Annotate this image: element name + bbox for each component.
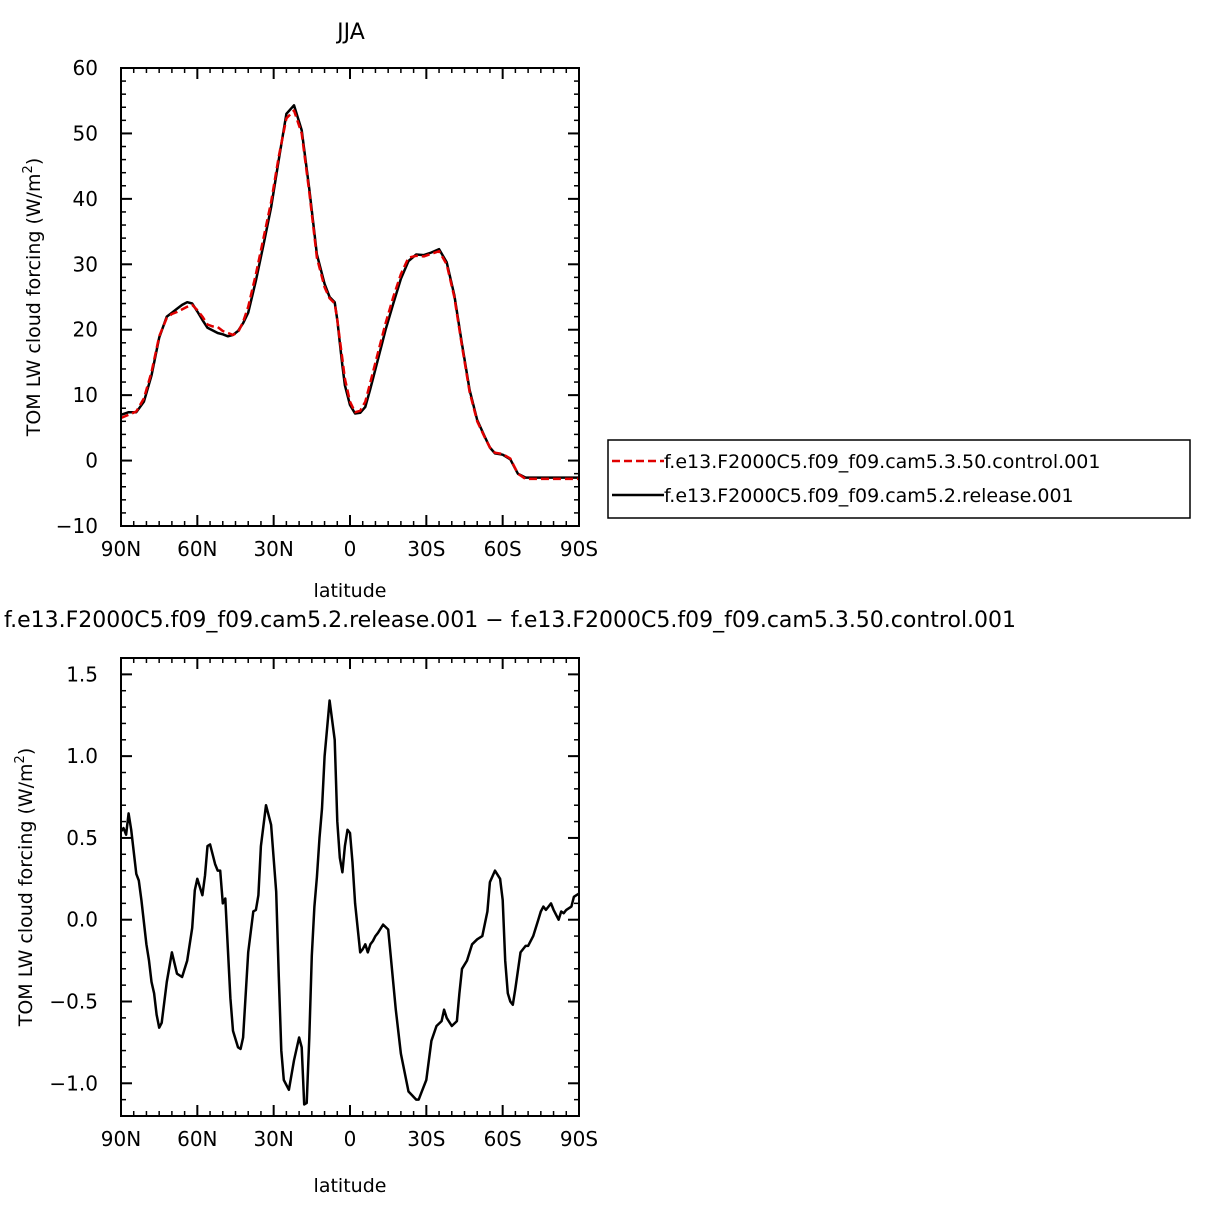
bottom-y-axis-label-main: TOM LW cloud forcing (W/m — [15, 763, 37, 1027]
top-chart-title: JJA — [335, 20, 365, 45]
top-series-line-0 — [120, 109, 579, 481]
bottom-x-tick-label: 0 — [344, 1127, 357, 1151]
bottom-y-tick-label: 1.0 — [66, 744, 98, 768]
top-y-tick-label: 0 — [85, 449, 98, 473]
legend: f.e13.F2000C5.f09_f09.cam5.3.50.control.… — [607, 439, 1191, 519]
bottom-y-axis-label-end: ) — [15, 748, 37, 755]
legend-label-control: f.e13.F2000C5.f09_f09.cam5.3.50.control.… — [664, 451, 1100, 473]
bottom-panel: f.e13.F2000C5.f09_f09.cam5.2.release.001… — [4, 608, 1016, 1197]
bottom-x-tick-label: 30S — [407, 1127, 445, 1151]
top-y-axis-label-end: ) — [23, 158, 45, 165]
top-x-tick-label: 30S — [407, 537, 445, 561]
bottom-chart-title: f.e13.F2000C5.f09_f09.cam5.2.release.001… — [4, 608, 1016, 633]
bottom-series-line-0 — [120, 699, 580, 1106]
top-y-tick-label: 40 — [73, 187, 98, 211]
top-x-tick-label: 90N — [101, 537, 141, 561]
bottom-y-tick-label: 0.5 — [66, 826, 98, 850]
legend-box — [607, 439, 1191, 519]
legend-label-release: f.e13.F2000C5.f09_f09.cam5.2.release.001 — [664, 485, 1074, 507]
top-x-tick-label: 90S — [560, 537, 598, 561]
top-y-tick-label: 60 — [73, 56, 98, 80]
top-y-tick-label: 20 — [73, 318, 98, 342]
top-plot-frame — [120, 67, 580, 527]
top-y-tick-label: 30 — [73, 252, 98, 276]
top-x-tick-label: 60N — [177, 537, 217, 561]
top-x-tick-label: 0 — [344, 537, 357, 561]
bottom-y-tick-label: −1.0 — [49, 1071, 98, 1095]
bottom-plot-frame — [120, 657, 580, 1117]
top-x-tick-label: 60S — [484, 537, 522, 561]
bottom-x-axis-label: latitude — [314, 1175, 387, 1197]
top-y-axis-label-sup: 2 — [21, 165, 36, 173]
bottom-y-axis-label: TOM LW cloud forcing (W/m2) — [13, 748, 37, 1028]
top-y-axis-label: TOM LW cloud forcing (W/m2) — [21, 158, 45, 438]
bottom-y-axis-label-sup: 2 — [13, 755, 28, 763]
bottom-y-tick-label: 0.0 — [66, 908, 98, 932]
bottom-x-tick-label: 60S — [484, 1127, 522, 1151]
top-y-axis-label-main: TOM LW cloud forcing (W/m — [23, 173, 45, 437]
top-y-tick-label: 10 — [73, 383, 98, 407]
top-y-tick-label: −10 — [56, 514, 98, 538]
top-x-tick-label: 30N — [253, 537, 293, 561]
bottom-x-tick-label: 90N — [101, 1127, 141, 1151]
bottom-x-tick-label: 90S — [560, 1127, 598, 1151]
bottom-plot-area: 90N 60N 30N 0 30S 60S 90S −1.0 −0.5 0.0 0.5 1.0 1.5 — [49, 657, 598, 1151]
bottom-x-tick-label: 30N — [253, 1127, 293, 1151]
bottom-y-tick-label: −0.5 — [49, 990, 98, 1014]
bottom-x-tick-label: 60N — [177, 1127, 217, 1151]
top-panel: JJA 90N 60N 30N 0 30S 60S 90S−100102030405060 … — [21, 20, 598, 602]
top-x-axis-label: latitude — [314, 580, 387, 602]
bottom-y-tick-label: 1.5 — [66, 662, 98, 686]
top-y-tick-label: 50 — [73, 121, 98, 145]
